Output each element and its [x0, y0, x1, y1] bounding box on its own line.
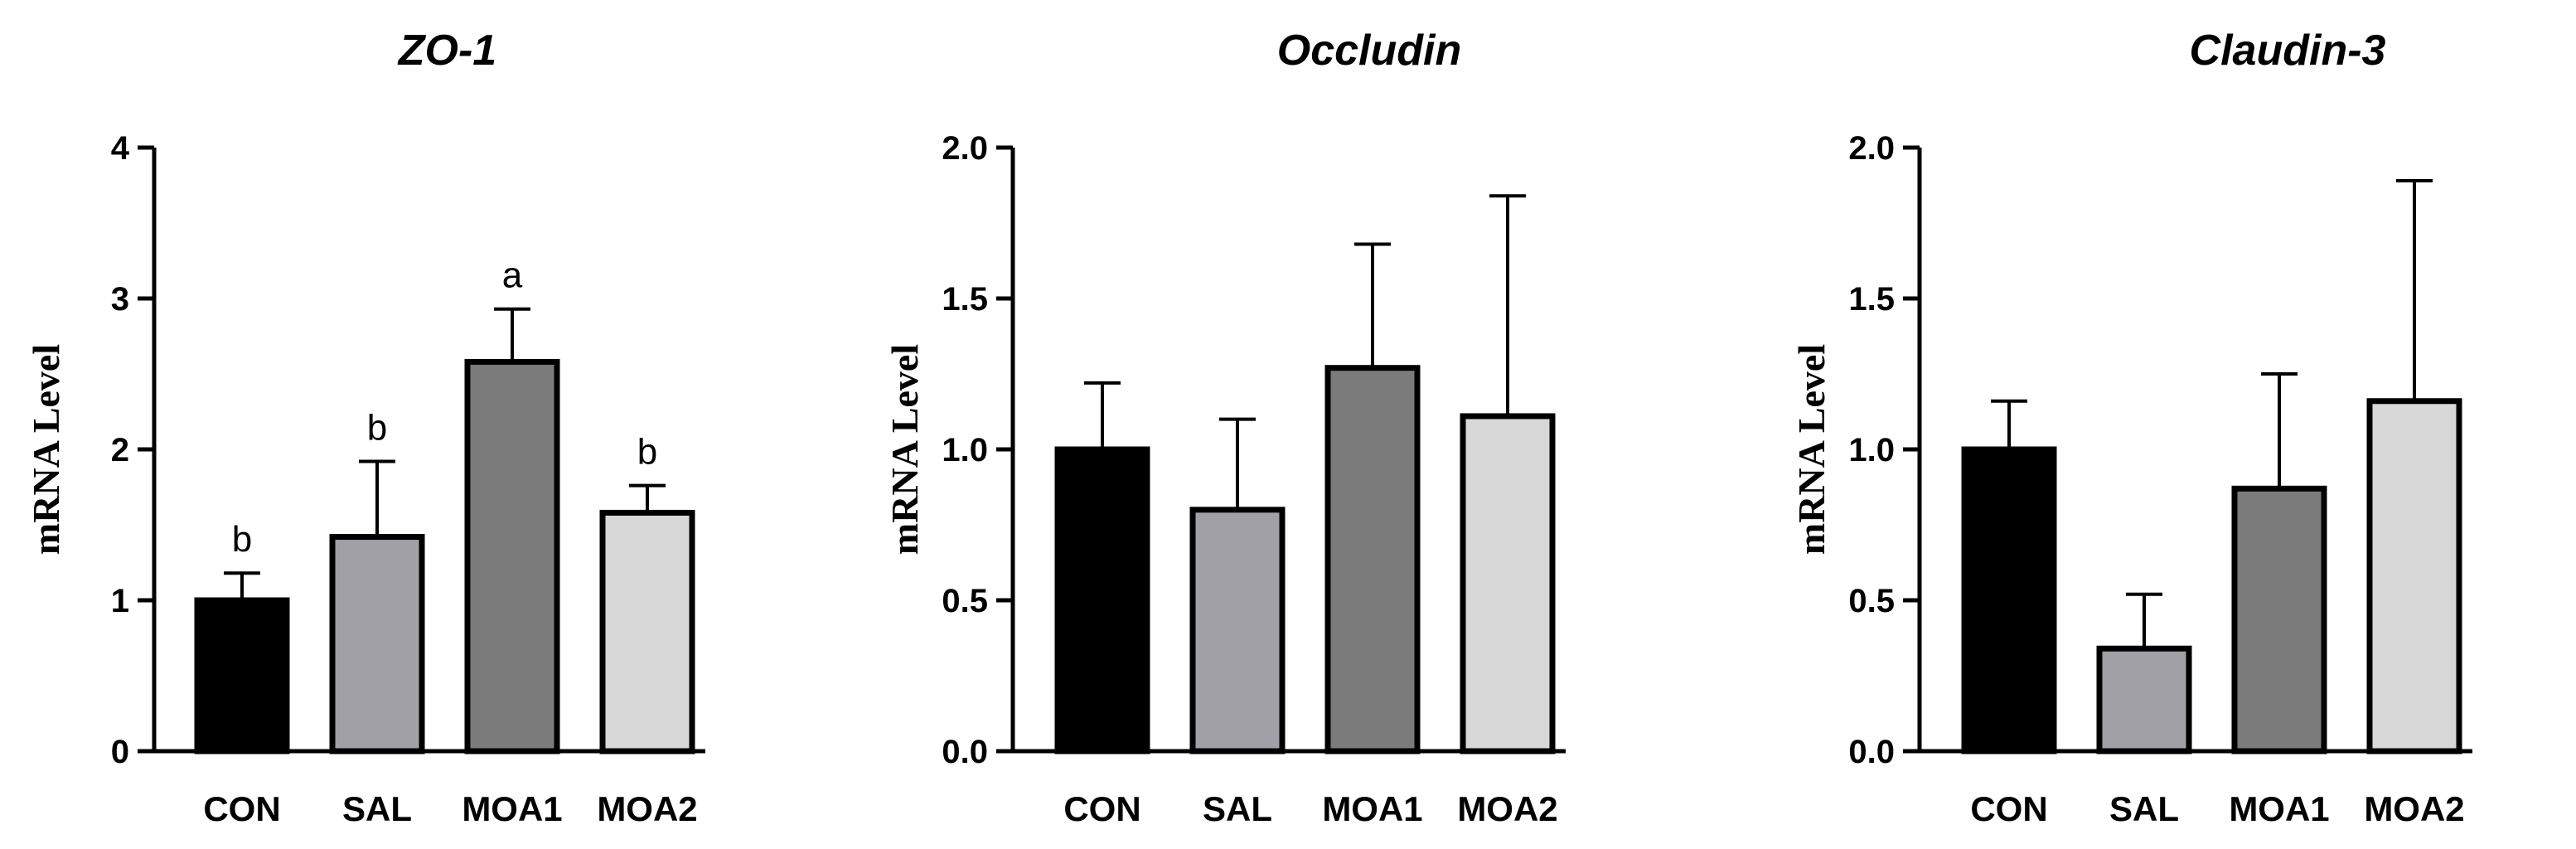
y-tick-label: 1 — [111, 583, 129, 619]
x-tick-label: MOA2 — [2364, 789, 2464, 828]
chart-title: Occludin — [1277, 27, 1461, 75]
bar — [329, 534, 425, 754]
x-tick-label: MOA2 — [1457, 789, 1557, 828]
bar — [1189, 507, 1286, 754]
y-tick-label: 0.5 — [1848, 583, 1895, 619]
bar — [194, 597, 290, 754]
bar — [464, 358, 560, 754]
x-tick-label: MOA1 — [462, 789, 562, 828]
y-tick-label: 1.5 — [942, 281, 988, 318]
bar — [2096, 645, 2192, 754]
x-tick-label: MOA1 — [1322, 789, 1422, 828]
y-tick-label: 0.0 — [942, 734, 988, 770]
y-axis-label: mRNA Level — [884, 344, 926, 555]
y-axis-label: mRNA Level — [25, 344, 67, 555]
y-tick-label: 1.0 — [942, 432, 988, 468]
x-tick-label: CON — [1063, 789, 1140, 828]
y-tick-label: 2 — [111, 432, 129, 468]
bar — [2231, 485, 2327, 754]
significance-label: b — [637, 432, 657, 473]
significance-label: b — [232, 519, 252, 560]
bar — [1324, 365, 1421, 754]
significance-label: b — [367, 408, 387, 449]
y-tick-label: 0 — [111, 734, 129, 770]
x-tick-label: SAL — [2109, 789, 2179, 828]
x-tick-label: SAL — [1203, 789, 1272, 828]
x-tick-label: SAL — [342, 789, 412, 828]
y-tick-label: 1.5 — [1848, 281, 1895, 318]
significance-label: a — [502, 255, 523, 296]
bar — [1460, 413, 1556, 754]
y-tick-label: 3 — [111, 281, 129, 318]
y-tick-label: 4 — [111, 130, 130, 167]
bar — [2366, 398, 2462, 754]
y-tick-label: 2.0 — [1848, 130, 1895, 167]
x-tick-label: MOA1 — [2229, 789, 2329, 828]
x-tick-label: CON — [1970, 789, 2047, 828]
bar — [1054, 446, 1150, 754]
chart-title: Claudin-3 — [2190, 27, 2386, 75]
x-tick-label: CON — [203, 789, 280, 828]
y-tick-label: 0.5 — [942, 583, 988, 619]
bar — [1961, 446, 2057, 754]
bar — [599, 509, 695, 754]
y-axis-label: mRNA Level — [1790, 344, 1833, 555]
y-tick-label: 1.0 — [1848, 432, 1895, 468]
chart-title: ZO-1 — [397, 27, 496, 75]
y-tick-label: 0.0 — [1848, 734, 1895, 770]
y-tick-label: 2.0 — [942, 130, 988, 167]
x-tick-label: MOA2 — [597, 789, 697, 828]
